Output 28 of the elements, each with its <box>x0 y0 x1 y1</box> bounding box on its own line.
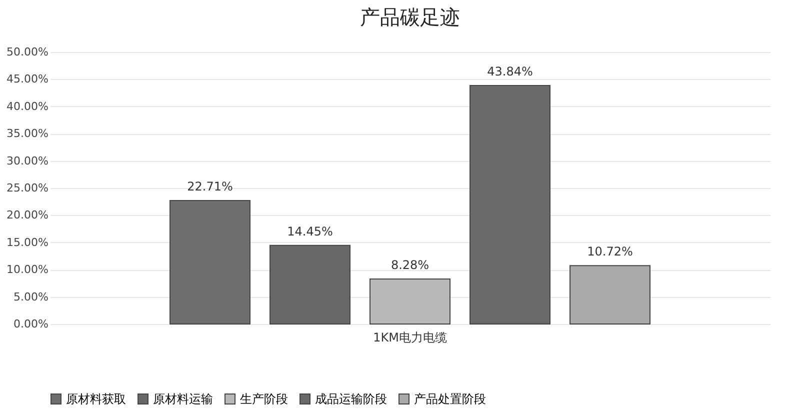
y-tick-label: 40.00% <box>6 100 48 113</box>
legend-label: 原材料运输 <box>153 392 213 406</box>
bar <box>270 244 350 324</box>
y-tick-label: 50.00% <box>6 46 48 58</box>
data-label: 8.28% <box>390 258 430 272</box>
legend-label: 产品处置阶段 <box>414 392 486 406</box>
data-label: 22.71% <box>187 179 233 194</box>
y-tick-label: 45.00% <box>6 72 48 86</box>
y-tick-label: 5.00% <box>14 290 48 304</box>
y-tick-label: 25.00% <box>6 182 48 194</box>
y-tick-label: 35.00% <box>6 127 48 140</box>
y-tick-label: 15.00% <box>6 236 48 249</box>
y-tick-label: 10.00% <box>6 263 48 276</box>
legend-label: 成品运输阶段 <box>315 392 387 406</box>
legend-label: 生产阶段 <box>240 392 288 406</box>
bar <box>370 278 450 324</box>
y-tick-label: 30.00% <box>6 154 48 168</box>
y-tick-label: 20.00% <box>6 208 48 222</box>
chart-title: 产品碳足迹 <box>360 5 460 29</box>
bar <box>570 265 650 324</box>
x-tick-label: 1KM电力电缆 <box>373 330 447 344</box>
data-label: 43.84% <box>487 64 533 79</box>
bar <box>470 85 550 324</box>
data-label: 10.72% <box>587 244 633 259</box>
data-label: 14.45% <box>287 224 333 238</box>
legend-label: 原材料获取 <box>66 392 126 406</box>
y-tick-label: 0.00% <box>14 318 48 330</box>
bar <box>170 200 250 324</box>
